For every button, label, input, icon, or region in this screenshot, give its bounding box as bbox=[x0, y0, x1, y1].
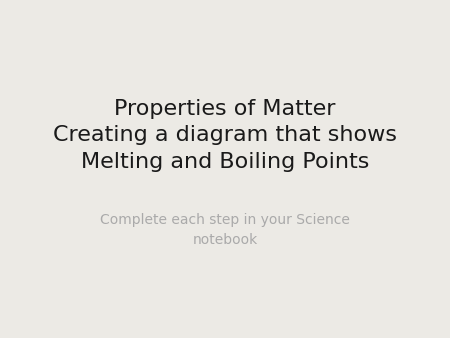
Text: Properties of Matter
Creating a diagram that shows
Melting and Boiling Points: Properties of Matter Creating a diagram … bbox=[53, 99, 397, 172]
Text: Complete each step in your Science
notebook: Complete each step in your Science noteb… bbox=[100, 213, 350, 247]
